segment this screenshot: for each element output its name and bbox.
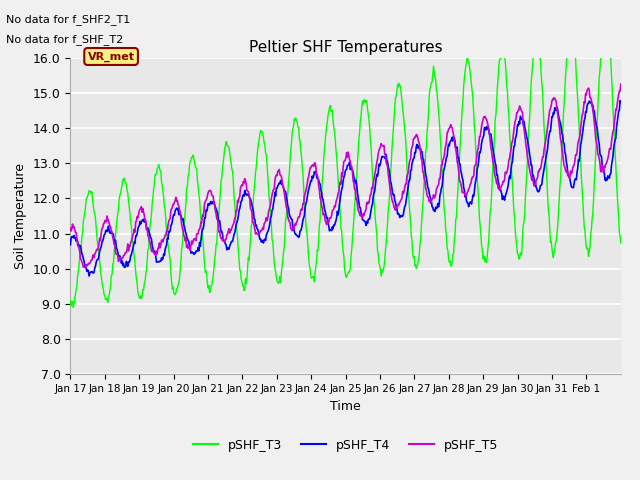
X-axis label: Time: Time <box>330 400 361 413</box>
Legend: pSHF_T3, pSHF_T4, pSHF_T5: pSHF_T3, pSHF_T4, pSHF_T5 <box>188 434 503 457</box>
Text: VR_met: VR_met <box>88 51 134 61</box>
Title: Peltier SHF Temperatures: Peltier SHF Temperatures <box>249 40 442 55</box>
Text: No data for f_SHF2_T1: No data for f_SHF2_T1 <box>6 14 131 25</box>
Text: No data for f_SHF_T2: No data for f_SHF_T2 <box>6 34 124 45</box>
Y-axis label: Soil Temperature: Soil Temperature <box>14 163 28 269</box>
